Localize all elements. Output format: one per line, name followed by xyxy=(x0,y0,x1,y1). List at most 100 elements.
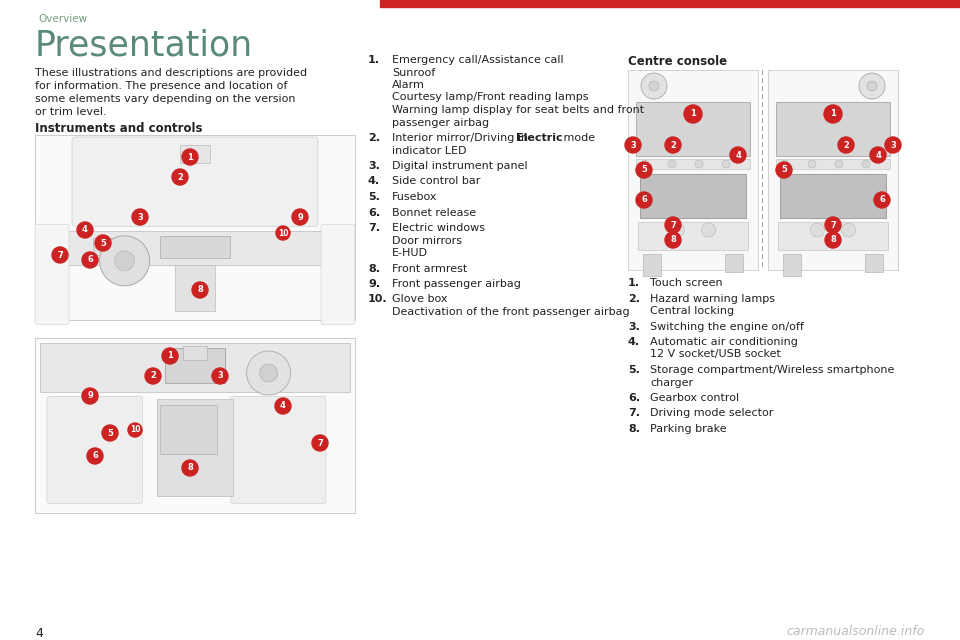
Text: 4: 4 xyxy=(876,150,881,159)
Text: Glove box: Glove box xyxy=(392,294,447,305)
Text: 4: 4 xyxy=(82,225,88,234)
Circle shape xyxy=(636,192,652,208)
Text: 3.: 3. xyxy=(368,161,380,171)
Circle shape xyxy=(259,364,277,382)
Text: Electric: Electric xyxy=(516,133,563,143)
Circle shape xyxy=(670,223,684,237)
Circle shape xyxy=(95,235,111,251)
FancyBboxPatch shape xyxy=(321,224,355,324)
Circle shape xyxy=(276,226,290,240)
Text: 1: 1 xyxy=(167,351,173,360)
Bar xyxy=(643,254,661,276)
Circle shape xyxy=(824,105,842,123)
FancyBboxPatch shape xyxy=(47,396,143,504)
Bar xyxy=(40,343,350,392)
Text: 4.: 4. xyxy=(368,177,380,186)
FancyBboxPatch shape xyxy=(35,224,69,324)
Text: 6: 6 xyxy=(87,255,93,264)
Text: Deactivation of the front passenger airbag: Deactivation of the front passenger airb… xyxy=(392,307,630,317)
Text: 1: 1 xyxy=(690,109,696,118)
Text: 3.: 3. xyxy=(628,321,640,332)
Text: mode: mode xyxy=(561,133,595,143)
Text: charger: charger xyxy=(650,378,693,387)
Text: 4: 4 xyxy=(35,627,43,640)
Text: 8.: 8. xyxy=(628,424,640,434)
Text: 3: 3 xyxy=(630,141,636,150)
Bar xyxy=(778,222,888,250)
Circle shape xyxy=(212,368,228,384)
Circle shape xyxy=(825,232,841,248)
Text: Front passenger airbag: Front passenger airbag xyxy=(392,279,521,289)
Bar xyxy=(160,236,230,259)
Text: 8: 8 xyxy=(187,463,193,472)
Text: 9: 9 xyxy=(87,392,93,401)
Text: for information. The presence and location of: for information. The presence and locati… xyxy=(35,81,287,91)
Bar xyxy=(159,404,217,454)
Circle shape xyxy=(835,160,843,168)
Circle shape xyxy=(859,73,885,99)
Text: 5: 5 xyxy=(100,239,106,248)
Circle shape xyxy=(838,137,854,153)
Text: 5: 5 xyxy=(641,166,647,175)
Text: 10: 10 xyxy=(277,228,288,237)
Circle shape xyxy=(192,282,208,298)
Circle shape xyxy=(867,81,877,91)
Text: 2: 2 xyxy=(670,141,676,150)
Circle shape xyxy=(145,368,161,384)
Text: 7.: 7. xyxy=(368,223,380,233)
Text: Digital instrument panel: Digital instrument panel xyxy=(392,161,528,171)
Circle shape xyxy=(275,398,291,414)
Bar xyxy=(35,135,355,320)
Circle shape xyxy=(102,425,118,441)
Text: E-HUD: E-HUD xyxy=(392,248,428,258)
Circle shape xyxy=(128,423,142,437)
Bar xyxy=(175,264,215,311)
Text: 3: 3 xyxy=(217,371,223,381)
Bar xyxy=(156,399,233,495)
Text: Side control bar: Side control bar xyxy=(392,177,480,186)
Circle shape xyxy=(292,209,308,225)
Bar xyxy=(776,159,890,169)
Text: 2: 2 xyxy=(177,173,183,182)
Text: 6: 6 xyxy=(92,451,98,461)
Circle shape xyxy=(77,222,93,238)
Circle shape xyxy=(862,160,870,168)
Text: or trim level.: or trim level. xyxy=(35,107,107,117)
Text: 5: 5 xyxy=(108,429,113,438)
Text: Emergency call/Assistance call: Emergency call/Assistance call xyxy=(392,55,564,65)
Circle shape xyxy=(668,160,676,168)
Text: 9.: 9. xyxy=(368,279,380,289)
Circle shape xyxy=(82,388,98,404)
Text: 8: 8 xyxy=(670,236,676,244)
Text: Central locking: Central locking xyxy=(650,306,734,316)
Text: 4.: 4. xyxy=(628,337,640,347)
Bar xyxy=(636,102,750,156)
Text: 10: 10 xyxy=(130,426,140,435)
Text: 7: 7 xyxy=(58,250,62,259)
Circle shape xyxy=(625,137,641,153)
Circle shape xyxy=(870,147,886,163)
Circle shape xyxy=(132,209,148,225)
Text: 7: 7 xyxy=(670,221,676,230)
Text: 10.: 10. xyxy=(368,294,388,305)
Text: Door mirrors: Door mirrors xyxy=(392,236,462,246)
Text: Storage compartment/Wireless smartphone: Storage compartment/Wireless smartphone xyxy=(650,365,895,375)
Circle shape xyxy=(842,223,855,237)
Circle shape xyxy=(695,160,703,168)
Circle shape xyxy=(781,160,789,168)
Circle shape xyxy=(730,147,746,163)
Bar xyxy=(380,0,960,7)
Text: 6.: 6. xyxy=(368,207,380,218)
Circle shape xyxy=(52,247,68,263)
Circle shape xyxy=(162,348,178,364)
Text: Overview: Overview xyxy=(38,14,87,24)
Circle shape xyxy=(182,149,198,165)
FancyBboxPatch shape xyxy=(230,396,326,504)
Bar xyxy=(865,254,883,272)
Text: 8: 8 xyxy=(197,285,203,294)
Bar xyxy=(776,102,890,156)
Text: 6: 6 xyxy=(879,195,885,205)
Text: 2.: 2. xyxy=(368,133,380,143)
Text: 4: 4 xyxy=(735,150,741,159)
Circle shape xyxy=(641,73,667,99)
